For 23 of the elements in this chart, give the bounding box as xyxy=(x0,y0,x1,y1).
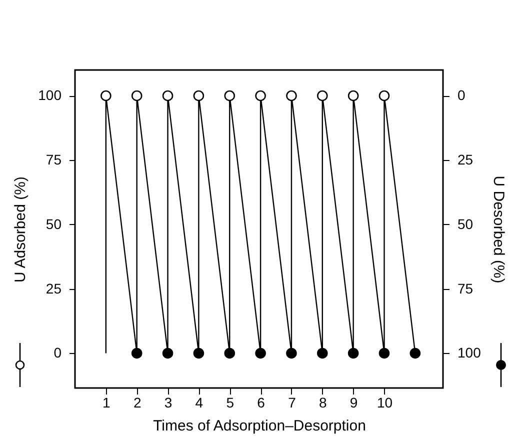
y2-tick-label: 100 xyxy=(458,344,482,361)
x-tick-label: 5 xyxy=(226,394,234,410)
x-axis-title: Times of Adsorption–Desorption xyxy=(153,418,366,434)
y-axis-title: U Adsorbed (%) xyxy=(12,176,30,282)
x-tick-label: 8 xyxy=(318,394,327,410)
x-tick-label: 10 xyxy=(376,394,393,410)
y2-tick-label: 0 xyxy=(458,87,466,104)
x-tick-label: 6 xyxy=(257,394,266,410)
x-tick-label: 1 xyxy=(102,394,111,410)
y-tick-label: 25 xyxy=(46,280,62,296)
y2-axis-title: U Desorbed (%) xyxy=(490,176,507,284)
y-tick-label: 100 xyxy=(38,87,62,104)
y-tick-label: 50 xyxy=(46,216,62,232)
y-tick-label: 75 xyxy=(46,152,62,168)
y2-tick-label: 50 xyxy=(458,216,474,232)
y-tick-label: 0 xyxy=(54,344,62,361)
x-tick-label: 9 xyxy=(350,394,358,410)
x-tick-label: 2 xyxy=(133,394,142,410)
y2-tick-label: 75 xyxy=(458,280,474,296)
x-tick-label: 7 xyxy=(288,394,296,410)
y2-tick-label: 25 xyxy=(458,152,474,168)
x-tick-label: 4 xyxy=(195,394,204,410)
x-tick-label: 3 xyxy=(164,394,172,410)
